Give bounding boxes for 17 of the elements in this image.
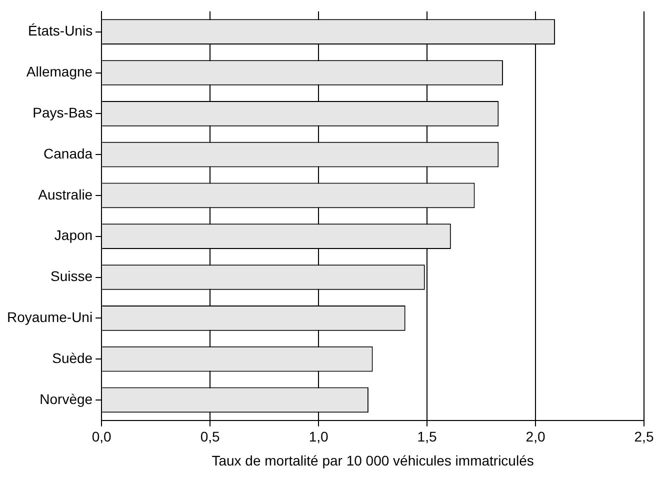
x-tick-label: 2,5 [634,428,654,445]
x-tick-label: 1,5 [417,428,437,445]
y-tick-label: Norvège [40,390,93,407]
y-tick-label: Japon [54,227,93,244]
x-tick-label: 2,0 [526,428,546,445]
x-tick-label: 0,0 [92,428,112,445]
x-tick-label: 0,5 [200,428,220,445]
y-tick-label: Suisse [50,268,93,284]
y-tick-label: Suède [52,350,93,366]
y-tick-label: Allemagne [26,64,93,80]
x-axis-title: Taux de mortalité par 10 000 véhicules immatriculés [212,452,534,468]
x-tick-label: 1,0 [308,428,328,445]
y-tick-label: Canada [44,145,93,162]
y-tick-label: Australie [38,186,93,202]
y-tick-label: Pays-Bas [32,104,93,121]
y-tick-label: Royaume-Uni [6,309,93,326]
y-tick-label: États-Unis [28,22,93,39]
